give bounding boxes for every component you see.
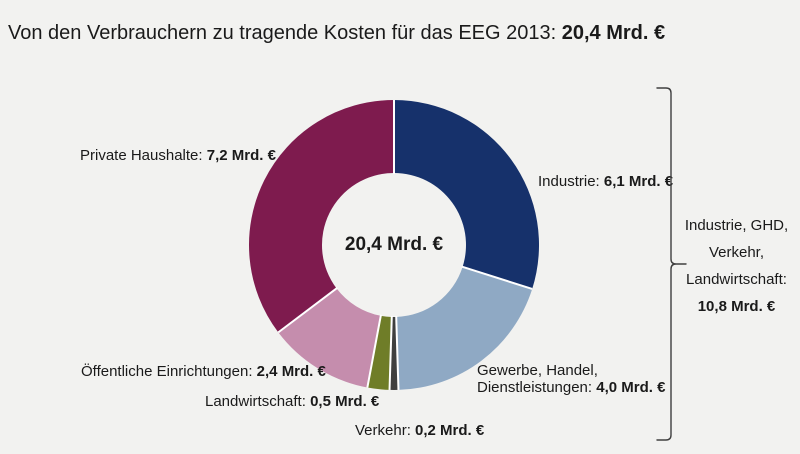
label-landwirtschaft-name: Landwirtschaft: — [205, 393, 311, 410]
label-private-haushalte-value: 7,2 Mrd. € — [206, 147, 276, 164]
label-verkehr-name: Verkehr: — [355, 422, 416, 439]
label-landwirtschaft-value: 0,5 Mrd. € — [310, 393, 380, 410]
donut-chart — [249, 100, 540, 390]
label-industrie-value: 6,1 Mrd. € — [603, 173, 674, 190]
bracket-annotation: Industrie, GHD, Verkehr, Landwirtschaft:… — [673, 212, 800, 320]
label-oeffentliche-name: Öffentliche Einrichtungen: — [81, 363, 257, 380]
bracket-annotation-line3: Landwirtschaft: — [686, 271, 787, 288]
label-gewerbe-line2: Dienstleistungen: — [477, 379, 597, 396]
label-landwirtschaft: Landwirtschaft: 0,5 Mrd. € — [205, 393, 379, 411]
label-oeffentliche-value: 2,4 Mrd. € — [256, 363, 326, 380]
slice-separator — [395, 315, 400, 390]
pie-slice-gewerbe-handel-dienstleistungen — [396, 266, 533, 390]
label-gewerbe-value: 4,0 Mrd. € — [596, 379, 666, 396]
slice-separator — [388, 315, 393, 390]
bracket-annotation-line1: Industrie, GHD, — [684, 217, 789, 234]
label-verkehr: Verkehr: 0,2 Mrd. € — [355, 422, 484, 440]
bracket-annotation-line2: Verkehr, — [708, 244, 765, 261]
label-gewerbe-handel-dienstleistungen: Gewerbe, Handel, Dienstleistungen: 4,0 M… — [477, 362, 665, 396]
label-gewerbe-line1: Gewerbe, Handel, — [477, 362, 598, 379]
grouping-bracket-path — [656, 87, 687, 441]
slice-separator — [277, 286, 338, 334]
grouping-bracket — [656, 87, 687, 441]
bracket-annotation-value: 10,8 Mrd. € — [697, 298, 776, 315]
pie-slice-industrie — [394, 100, 540, 289]
donut-center-total: 20,4 Mrd. € — [344, 234, 444, 255]
chart-title-text: Von den Verbrauchern zu tragende Kosten … — [8, 22, 562, 44]
slice-separator — [461, 265, 533, 290]
label-oeffentliche-einrichtungen: Öffentliche Einrichtungen: 2,4 Mrd. € — [81, 363, 326, 381]
chart-title: Von den Verbrauchern zu tragende Kosten … — [8, 21, 665, 45]
pie-slice-landwirtschaft — [367, 315, 392, 390]
chart-title-value: 20,4 Mrd. € — [561, 22, 666, 44]
label-verkehr-value: 0,2 Mrd. € — [415, 422, 485, 439]
label-private-haushalte: Private Haushalte: 7,2 Mrd. € — [80, 147, 276, 165]
label-private-haushalte-name: Private Haushalte: — [80, 147, 207, 164]
pie-slice-private-haushalte — [249, 100, 394, 333]
label-industrie: Industrie: 6,1 Mrd. € — [538, 173, 673, 191]
donut-chart-svg — [249, 100, 540, 390]
slice-separator — [366, 314, 382, 388]
label-industrie-name: Industrie: — [538, 173, 604, 190]
